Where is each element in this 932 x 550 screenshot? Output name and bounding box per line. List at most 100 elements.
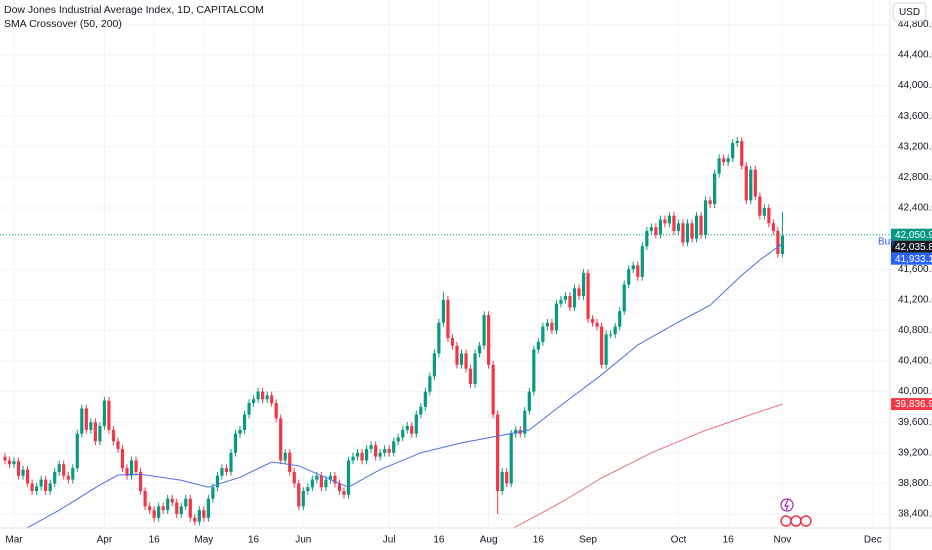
candle-body: [545, 322, 549, 327]
candle-body: [202, 510, 206, 518]
candle-body: [62, 464, 66, 476]
candle-body: [455, 345, 459, 365]
candle-body: [206, 498, 210, 518]
candle-body: [116, 441, 120, 449]
candle-body: [694, 215, 699, 239]
candle-body: [256, 391, 260, 400]
candle-body: [563, 295, 568, 300]
candle-body: [152, 510, 156, 518]
candle-body: [107, 400, 111, 430]
candle-body: [477, 345, 482, 354]
x-tick-label: Nov: [774, 535, 792, 546]
candle-body: [229, 452, 233, 472]
candle-body: [224, 468, 229, 472]
candle-body: [762, 208, 766, 216]
candle-body: [437, 322, 441, 354]
candle-body: [270, 395, 274, 404]
candle-body: [98, 426, 102, 442]
candle-body: [631, 265, 635, 270]
candle-body: [667, 215, 672, 224]
candle-body: [401, 429, 405, 438]
candle-body: [392, 441, 396, 453]
candle-body: [315, 475, 319, 480]
candle-body: [247, 403, 251, 415]
price-label: 42,050.9: [895, 230, 932, 241]
candle-body: [722, 158, 726, 163]
x-tick-label: 16: [433, 535, 445, 546]
candle-body: [301, 491, 305, 507]
candle-body: [432, 353, 436, 377]
candle-body: [84, 408, 88, 430]
x-tick-label: Dec: [864, 535, 882, 546]
x-tick-label: 16: [723, 535, 735, 546]
candle-body: [459, 353, 464, 365]
sma-line: [512, 403, 783, 528]
currency-label[interactable]: USD: [899, 7, 920, 18]
candle-body: [328, 475, 333, 480]
candle-body: [48, 483, 52, 492]
candle-body: [251, 399, 256, 404]
candle-body: [188, 498, 192, 518]
candle-body: [590, 318, 595, 323]
candle-body: [134, 460, 138, 472]
candle-body: [554, 303, 559, 331]
candle-body: [753, 169, 757, 197]
candle-body: [609, 334, 613, 336]
candle-body: [595, 322, 599, 327]
candle-body: [536, 341, 540, 350]
y-tick-label: 38,800.0: [898, 478, 932, 489]
candle-body: [387, 448, 391, 453]
candle-body: [735, 141, 739, 143]
candle-body: [80, 408, 84, 434]
candle-body: [776, 230, 780, 254]
candle-body: [658, 219, 662, 235]
candle-body: [559, 299, 563, 304]
candle-body: [509, 433, 513, 484]
candle-body: [53, 471, 57, 484]
y-tick-label: 44,000.0: [898, 80, 932, 91]
y-tick-label: 41,600.0: [898, 264, 932, 275]
candle-body: [640, 246, 644, 277]
candle-body: [21, 469, 25, 476]
candle-body: [238, 429, 242, 434]
candle-body: [672, 215, 676, 231]
candle-body: [319, 475, 323, 488]
price-label: 41,933.1: [895, 254, 932, 265]
y-tick-label: 44,800.0: [898, 19, 932, 30]
candle-body: [7, 460, 12, 465]
y-tick-label: 39,200.0: [898, 447, 932, 458]
candle-body: [622, 284, 626, 312]
candle-body: [464, 353, 468, 369]
candle-body: [383, 448, 387, 453]
candle-body: [374, 445, 378, 457]
candle-body: [676, 223, 681, 231]
candle-body: [283, 452, 287, 461]
candle-body: [102, 400, 107, 427]
candle-body: [306, 487, 310, 492]
candle-body: [233, 433, 238, 453]
x-tick-label: Aug: [480, 535, 498, 546]
y-tick-label: 40,000.0: [898, 386, 932, 397]
x-tick-label: Sep: [579, 535, 597, 546]
candle-body: [166, 498, 170, 511]
candle-body: [744, 165, 748, 201]
candle-body: [500, 471, 504, 492]
x-tick-label: Jun: [295, 535, 311, 546]
y-tick-label: 41,200.0: [898, 294, 932, 305]
sma-line: [25, 243, 783, 528]
candle-body: [184, 498, 188, 507]
candle-body: [627, 269, 631, 285]
candle-body: [600, 326, 604, 365]
candle-body: [572, 288, 577, 308]
candle-body: [170, 498, 174, 503]
candle-body: [487, 315, 491, 365]
candle-body: [713, 173, 717, 205]
price-label-box: [891, 252, 932, 265]
currency-button[interactable]: [892, 2, 927, 22]
candle-body: [731, 142, 735, 159]
candle-body: [604, 334, 608, 365]
candle-body: [138, 471, 143, 492]
candle-body: [89, 422, 93, 430]
